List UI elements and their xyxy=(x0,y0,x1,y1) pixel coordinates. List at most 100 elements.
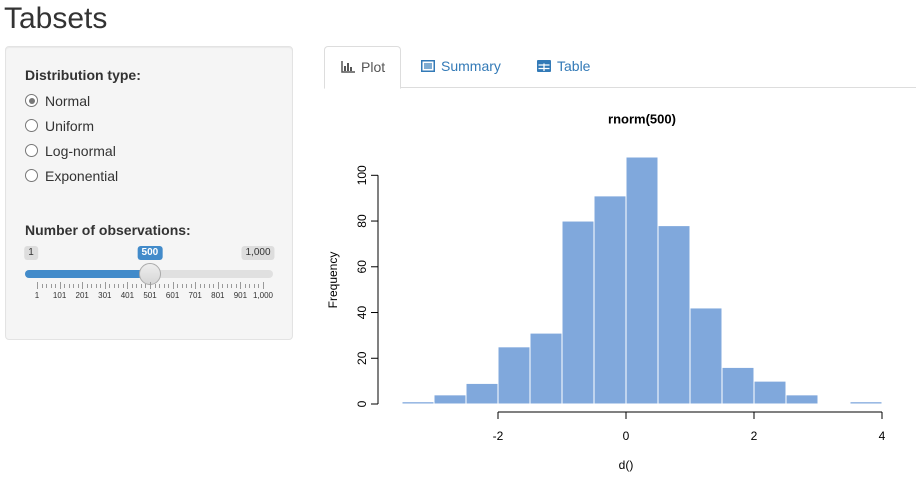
slider-tick xyxy=(208,284,210,288)
bar xyxy=(785,394,819,405)
bar xyxy=(497,346,531,405)
slider-tick xyxy=(150,282,151,289)
slider-tick xyxy=(113,284,115,288)
slider-label: Number of observations: xyxy=(25,222,191,238)
tab-plot[interactable]: Plot xyxy=(324,46,402,89)
radio-button[interactable] xyxy=(25,169,38,182)
radio-button[interactable] xyxy=(25,119,38,132)
x-tick-label: 2 xyxy=(751,429,758,443)
slider-tick xyxy=(222,284,224,288)
bar xyxy=(849,401,883,405)
slider-tick-label: 1,000 xyxy=(252,291,274,300)
slider-tick xyxy=(50,284,52,288)
slider-tick-label: 901 xyxy=(233,291,248,300)
icon-list xyxy=(421,60,435,72)
slider-tick xyxy=(136,284,138,288)
radio-label: Exponential xyxy=(45,168,119,184)
tab-label: Plot xyxy=(361,59,386,75)
slider-tick xyxy=(199,284,201,288)
slider-tick xyxy=(131,284,133,288)
bar xyxy=(433,394,467,405)
bar xyxy=(529,332,563,405)
slider-max: 1,000 xyxy=(241,246,275,260)
bar xyxy=(753,380,787,405)
slider-tick xyxy=(159,284,161,288)
bar xyxy=(561,220,595,405)
page-title: Tabsets xyxy=(4,2,108,35)
slider-tick xyxy=(190,284,192,288)
tab-label: Summary xyxy=(441,58,501,74)
bar xyxy=(593,195,627,405)
slider-tick xyxy=(73,284,75,288)
radio-button[interactable] xyxy=(25,94,38,107)
y-tick-label: 0 xyxy=(355,400,369,407)
bar xyxy=(401,401,435,405)
slider-tick-label: 601 xyxy=(165,291,180,300)
slider-tick xyxy=(263,282,264,289)
slider-tick xyxy=(140,284,142,288)
bar xyxy=(689,307,723,405)
x-tick-label: 0 xyxy=(623,429,630,443)
slider-tick xyxy=(235,284,237,288)
slider-tick xyxy=(122,284,124,288)
slider-tick-label: 201 xyxy=(75,291,89,300)
slider-tick xyxy=(217,282,219,289)
slider-tick xyxy=(186,284,188,288)
slider-tick xyxy=(37,282,38,289)
slider-tick xyxy=(46,284,48,288)
slider-fill xyxy=(25,270,150,278)
radio-button[interactable] xyxy=(25,144,38,157)
y-tick-label: 60 xyxy=(355,260,369,274)
slider-tick xyxy=(258,284,260,288)
slider-tick xyxy=(77,284,79,288)
slider-tick xyxy=(95,284,97,288)
slider-tick xyxy=(64,284,66,288)
tab-table[interactable]: Table xyxy=(521,46,605,87)
slider-tick xyxy=(244,284,246,288)
slider-tick xyxy=(249,284,251,288)
y-tick-label: 20 xyxy=(355,351,369,365)
bar xyxy=(721,366,755,405)
slider-tick xyxy=(177,284,179,288)
slider-handle[interactable] xyxy=(138,263,161,285)
slider-min: 1 xyxy=(24,246,38,260)
y-tick-label: 80 xyxy=(355,214,369,228)
slider-value: 500 xyxy=(137,246,163,260)
slider-tick xyxy=(104,282,106,289)
slider-tick xyxy=(204,284,206,288)
radio-label: Distribution type: xyxy=(25,67,141,83)
slider-tick xyxy=(82,282,84,289)
y-tick-label: 40 xyxy=(355,306,369,320)
bar xyxy=(465,382,499,405)
bar xyxy=(625,156,659,405)
slider-tick xyxy=(195,282,197,289)
radio-label: Log-normal xyxy=(45,143,116,159)
slider-tick xyxy=(86,284,88,288)
slider-tick xyxy=(181,284,183,288)
chart-title: rnorm(500) xyxy=(608,111,676,126)
slider-tick-label: 301 xyxy=(98,291,112,300)
slider-tick xyxy=(59,282,61,289)
slider-tick xyxy=(154,284,156,288)
bar xyxy=(657,225,691,405)
x-tick-label: 4 xyxy=(879,429,886,443)
radio-label: Uniform xyxy=(45,118,95,134)
slider-tick xyxy=(127,282,129,289)
slider-tick xyxy=(91,284,93,288)
slider-tick xyxy=(41,284,43,288)
slider-tick xyxy=(168,284,170,288)
slider-tick-label: 1 xyxy=(34,291,40,300)
slider-tick-label: 701 xyxy=(188,291,202,300)
tab-summary[interactable]: Summary xyxy=(405,46,516,87)
y-tick-label: 100 xyxy=(355,165,369,185)
icon-chart xyxy=(341,61,355,73)
slider-tick xyxy=(240,282,242,289)
slider-tick xyxy=(253,284,255,288)
slider-tick-label: 101 xyxy=(52,291,67,300)
slider-tick xyxy=(109,284,111,288)
slider-tick xyxy=(172,282,174,289)
slider-tick xyxy=(100,284,102,288)
slider-tick-label: 401 xyxy=(120,291,135,300)
